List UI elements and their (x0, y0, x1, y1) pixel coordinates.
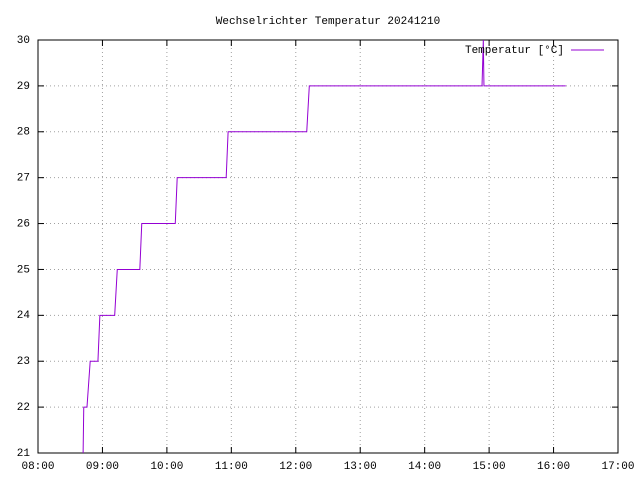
x-tick-label: 11:00 (215, 461, 248, 473)
x-tick-label: 13:00 (344, 461, 377, 473)
y-tick-label: 29 (17, 81, 30, 93)
x-tick-label: 08:00 (21, 461, 54, 473)
x-tick-label: 14:00 (408, 461, 441, 473)
chart-title: Wechselrichter Temperatur 20241210 (216, 16, 440, 28)
y-tick-label: 22 (17, 402, 30, 414)
plot-border (37, 39, 619, 454)
x-tick-label: 10:00 (150, 461, 183, 473)
y-tick-label: 21 (17, 448, 31, 460)
y-tick-label: 26 (17, 218, 30, 230)
y-tick-label: 24 (17, 310, 31, 322)
legend-label: Temperatur [°C] (465, 45, 564, 57)
y-tick-label: 30 (17, 35, 30, 47)
y-tick-label: 28 (17, 127, 30, 139)
x-tick-label: 15:00 (473, 461, 506, 473)
x-tick-label: 12:00 (279, 461, 312, 473)
y-tick-label: 25 (17, 264, 30, 276)
x-tick-label: 17:00 (601, 461, 634, 473)
data-line (82, 39, 566, 454)
x-tick-label: 09:00 (86, 461, 119, 473)
y-tick-label: 23 (17, 356, 30, 368)
x-tick-label: 16:00 (537, 461, 570, 473)
y-tick-label: 27 (17, 173, 30, 185)
